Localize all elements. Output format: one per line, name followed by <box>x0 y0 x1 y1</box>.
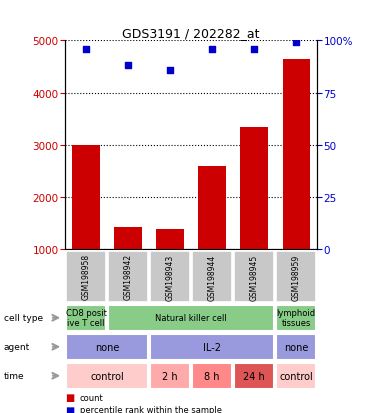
Bar <box>156 230 184 302</box>
Bar <box>192 251 232 302</box>
Bar <box>108 251 148 302</box>
Bar <box>192 363 232 389</box>
Text: 8 h: 8 h <box>204 371 220 381</box>
Text: count: count <box>80 393 104 402</box>
Text: GSM198944: GSM198944 <box>208 254 217 300</box>
Bar <box>66 363 148 389</box>
Point <box>167 67 173 74</box>
Text: 2 h: 2 h <box>162 371 178 381</box>
Text: control: control <box>279 371 313 381</box>
Bar <box>108 305 274 331</box>
Point <box>209 46 215 53</box>
Text: GSM198958: GSM198958 <box>82 254 91 300</box>
Bar <box>234 251 274 302</box>
Text: none: none <box>95 342 119 352</box>
Bar <box>150 334 274 360</box>
Text: cell type: cell type <box>4 313 43 323</box>
Bar <box>150 363 190 389</box>
Bar <box>150 251 190 302</box>
Text: agent: agent <box>4 342 30 351</box>
Bar <box>283 59 310 302</box>
Title: GDS3191 / 202282_at: GDS3191 / 202282_at <box>122 27 260 40</box>
Bar <box>66 251 106 302</box>
Bar <box>234 363 274 389</box>
Text: IL-2: IL-2 <box>203 342 221 352</box>
Text: GSM198945: GSM198945 <box>250 254 259 300</box>
Text: Natural killer cell: Natural killer cell <box>155 313 227 323</box>
Text: CD8 posit
ive T cell: CD8 posit ive T cell <box>66 309 106 328</box>
Bar <box>276 305 316 331</box>
Text: GSM198959: GSM198959 <box>292 254 301 300</box>
Text: control: control <box>90 371 124 381</box>
Bar <box>114 228 142 302</box>
Point <box>251 46 257 53</box>
Text: GSM198943: GSM198943 <box>165 254 174 300</box>
Point <box>293 40 299 47</box>
Bar <box>276 363 316 389</box>
Text: time: time <box>4 371 24 380</box>
Text: 24 h: 24 h <box>243 371 265 381</box>
Text: ■: ■ <box>65 392 74 402</box>
Bar <box>66 305 106 331</box>
Bar <box>276 334 316 360</box>
Point <box>125 63 131 70</box>
Bar <box>240 128 268 302</box>
Bar <box>66 334 148 360</box>
Text: ■: ■ <box>65 405 74 413</box>
Text: percentile rank within the sample: percentile rank within the sample <box>80 405 222 413</box>
Bar <box>276 251 316 302</box>
Text: none: none <box>284 342 308 352</box>
Point <box>83 46 89 53</box>
Text: lymphoid
tissues: lymphoid tissues <box>277 309 316 328</box>
Text: GSM198942: GSM198942 <box>124 254 132 300</box>
Bar <box>198 166 226 302</box>
Bar <box>72 146 99 302</box>
